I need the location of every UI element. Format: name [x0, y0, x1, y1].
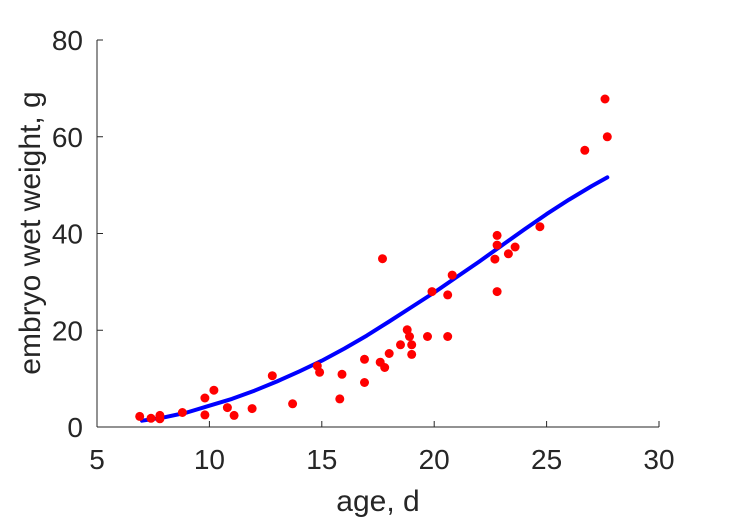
data-point — [580, 145, 590, 155]
x-tick-label: 30 — [643, 444, 674, 475]
x-tick-label: 15 — [306, 444, 337, 475]
y-tick-label: 40 — [52, 219, 83, 250]
data-point — [490, 254, 500, 264]
data-point — [447, 270, 457, 280]
data-point — [315, 367, 325, 377]
data-point — [247, 404, 257, 414]
fit-curve — [140, 175, 610, 423]
y-tick-label: 80 — [52, 25, 83, 56]
data-point — [146, 413, 156, 423]
data-point — [360, 354, 369, 364]
x-tick-label: 5 — [89, 444, 105, 475]
x-tick-label: 20 — [419, 444, 450, 475]
data-point — [200, 410, 210, 420]
data-point — [360, 378, 369, 387]
data-point — [209, 385, 219, 395]
data-point — [407, 340, 417, 350]
tick-marks: 5 10 15 20 25 30 0 20 40 60 80 — [52, 25, 675, 475]
x-tick-label: 25 — [531, 444, 562, 475]
data-point — [602, 132, 612, 142]
data-point — [427, 287, 437, 297]
data-point — [177, 408, 187, 417]
x-tick-label: 10 — [194, 444, 225, 475]
x-axis-title: age, d — [336, 485, 419, 518]
data-point — [200, 393, 210, 403]
y-tick-label: 0 — [67, 412, 83, 443]
y-tick-label: 20 — [52, 315, 83, 346]
data-point — [229, 410, 239, 420]
data-point — [600, 94, 610, 104]
data-point — [222, 403, 232, 413]
data-point — [135, 411, 145, 421]
y-axis-title: embryo wet weight, g — [14, 91, 47, 374]
data-point — [492, 287, 502, 297]
data-point — [535, 222, 545, 232]
data-point — [405, 332, 414, 341]
data-point — [492, 240, 502, 250]
data-point — [510, 242, 520, 252]
data-point — [492, 230, 502, 240]
data-point — [423, 332, 432, 341]
data-point — [378, 254, 387, 264]
data-point — [503, 249, 513, 259]
data-points-layer — [135, 94, 612, 424]
data-point — [384, 349, 394, 358]
data-point — [380, 363, 390, 372]
fit-curve-layer — [140, 175, 610, 423]
data-point — [267, 371, 277, 381]
data-point — [337, 369, 347, 379]
data-point — [288, 399, 298, 409]
data-point — [155, 414, 165, 424]
data-point — [335, 394, 345, 404]
data-point — [407, 349, 417, 359]
data-point — [443, 332, 453, 341]
axes — [96, 40, 659, 428]
data-point — [443, 290, 453, 300]
y-tick-label: 60 — [52, 122, 83, 153]
data-point — [396, 340, 405, 350]
